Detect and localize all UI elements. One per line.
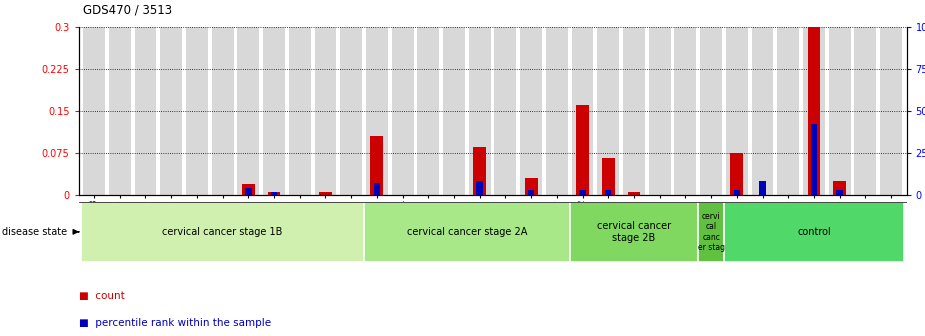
Bar	[524, 178, 537, 195]
Text: ■  count: ■ count	[79, 291, 124, 301]
Bar	[469, 27, 490, 195]
Bar	[476, 181, 483, 195]
Bar	[83, 27, 105, 195]
Text: cervical cancer stage 1B: cervical cancer stage 1B	[163, 227, 283, 237]
Bar	[238, 27, 259, 195]
Text: cervi
cal
canc
er stag: cervi cal canc er stag	[697, 212, 724, 252]
Bar	[759, 181, 766, 195]
Bar	[648, 27, 671, 195]
Bar	[160, 27, 182, 195]
Bar	[267, 192, 280, 195]
Bar	[623, 27, 645, 195]
Bar	[836, 190, 843, 195]
Bar	[674, 27, 697, 195]
Bar	[810, 124, 817, 195]
Bar	[803, 27, 825, 195]
Bar	[752, 27, 773, 195]
Bar	[570, 202, 698, 262]
Bar	[579, 190, 586, 195]
Bar	[572, 27, 594, 195]
Bar	[374, 183, 380, 195]
Bar	[109, 27, 130, 195]
Bar	[212, 27, 233, 195]
Bar	[576, 105, 589, 195]
Bar	[263, 27, 285, 195]
Bar	[134, 27, 156, 195]
Bar	[495, 27, 516, 195]
Bar	[391, 27, 413, 195]
Bar	[829, 27, 851, 195]
Bar	[528, 190, 535, 195]
Bar	[833, 181, 846, 195]
Bar	[726, 27, 747, 195]
Bar	[241, 184, 254, 195]
Text: ■  percentile rank within the sample: ■ percentile rank within the sample	[79, 318, 271, 328]
Bar	[698, 202, 724, 262]
Bar	[289, 27, 311, 195]
Bar	[700, 27, 722, 195]
Bar	[319, 192, 332, 195]
Bar	[245, 188, 252, 195]
Bar	[855, 27, 876, 195]
Bar	[81, 202, 364, 262]
Bar	[602, 159, 615, 195]
Bar	[605, 190, 611, 195]
Bar	[881, 27, 902, 195]
Text: disease state: disease state	[2, 227, 67, 237]
Bar	[777, 27, 799, 195]
Bar	[724, 202, 904, 262]
Bar	[546, 27, 568, 195]
Bar	[520, 27, 542, 195]
Bar	[731, 153, 744, 195]
Bar	[443, 27, 465, 195]
Text: cervical cancer stage 2A: cervical cancer stage 2A	[407, 227, 527, 237]
Bar	[598, 27, 619, 195]
Bar	[314, 27, 337, 195]
Bar	[364, 202, 570, 262]
Bar	[186, 27, 208, 195]
Bar	[627, 192, 640, 195]
Bar	[734, 190, 740, 195]
Bar	[474, 147, 487, 195]
Bar	[366, 27, 388, 195]
Text: cervical cancer
stage 2B: cervical cancer stage 2B	[597, 221, 671, 243]
Bar	[271, 192, 278, 195]
Text: GDS470 / 3513: GDS470 / 3513	[83, 4, 172, 17]
Bar	[340, 27, 362, 195]
Bar	[417, 27, 439, 195]
Bar	[370, 136, 383, 195]
Text: control: control	[797, 227, 831, 237]
Bar	[808, 27, 820, 195]
